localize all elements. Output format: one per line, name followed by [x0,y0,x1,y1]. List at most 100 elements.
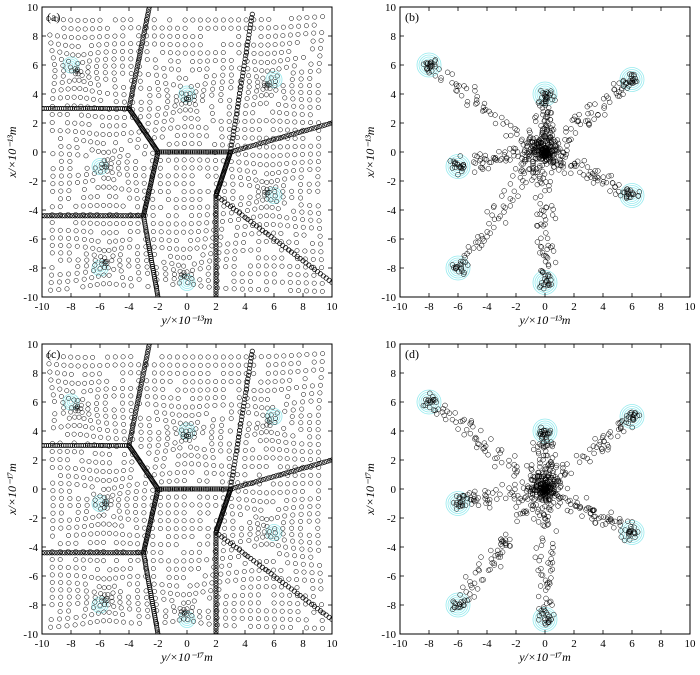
data-point [229,211,233,215]
data-point [296,610,300,614]
data-point [320,367,324,371]
data-point [182,174,186,178]
data-point [502,188,507,193]
data-point [119,147,123,151]
data-point [136,601,140,605]
data-point [285,145,289,149]
data-point [158,519,162,523]
data-point [265,288,269,292]
data-point [206,511,210,515]
data-point [120,386,124,390]
data-point [168,254,172,258]
data-point [67,244,71,248]
data-point [112,71,116,75]
data-point [67,489,71,493]
y-tick-label: 8 [33,368,39,380]
data-point [72,432,76,436]
data-point [271,500,275,504]
y-tick-label: -6 [387,234,397,246]
data-point [91,246,95,250]
data-point [221,42,225,46]
data-point [568,171,573,176]
data-point [135,196,139,200]
data-point [264,438,268,442]
data-point [304,618,308,622]
data-point [261,76,265,80]
data-point [241,585,245,589]
data-point [90,372,94,376]
data-point [82,187,86,191]
data-point [185,607,189,611]
data-point [164,277,168,281]
data-point [90,613,94,617]
data-point [145,57,149,61]
data-point [196,238,200,242]
y-tick-label: 6 [33,60,39,72]
data-point [235,472,239,476]
data-point [154,66,158,70]
data-point [69,18,73,22]
data-point [258,499,262,503]
data-point [290,195,294,199]
data-point [213,403,217,407]
data-point [539,236,544,241]
data-point [569,471,574,476]
data-point [128,533,132,537]
data-point [135,252,139,256]
data-point [228,429,232,433]
data-point [117,498,121,502]
data-point [272,272,276,276]
data-point [250,119,254,123]
data-point [316,533,320,537]
data-point [205,404,209,408]
data-point [117,172,121,176]
data-point [225,202,229,206]
data-point [96,388,100,392]
data-point [298,189,302,193]
data-point [103,408,107,412]
data-point [260,565,264,569]
data-point [229,403,233,407]
data-point [74,229,78,233]
data-point [281,521,285,525]
data-point [181,593,185,597]
data-point [252,397,256,401]
data-point [256,593,260,597]
panel-c: -10-10-8-8-6-6-4-4-2-200224466881010(c)y… [5,339,338,664]
data-point [136,574,140,578]
data-point [272,585,276,589]
data-point [198,43,202,47]
data-point [139,444,143,448]
data-point [107,273,111,277]
data-point [183,371,187,375]
data-point [183,125,187,129]
data-point [89,230,93,234]
data-point [197,558,201,562]
data-point [81,204,85,208]
ticks [42,344,332,634]
data-point [122,115,126,119]
data-point [113,239,117,243]
data-point [182,141,186,145]
data-point [190,605,194,609]
data-point [317,406,321,410]
data-point [139,437,143,441]
data-point [156,443,160,447]
data-point [120,612,124,616]
data-point [121,422,125,426]
data-point [82,524,86,528]
data-point [128,138,132,142]
data-point [155,80,159,84]
data-point [183,108,187,112]
data-point [69,372,73,376]
data-point [129,64,133,68]
data-point [259,43,263,47]
data-point [75,581,79,585]
data-point [81,221,85,225]
data-point [114,221,118,225]
data-point [319,375,323,379]
data-point [183,34,187,38]
data-point [113,576,117,580]
data-point [535,240,540,245]
data-point [308,540,312,544]
